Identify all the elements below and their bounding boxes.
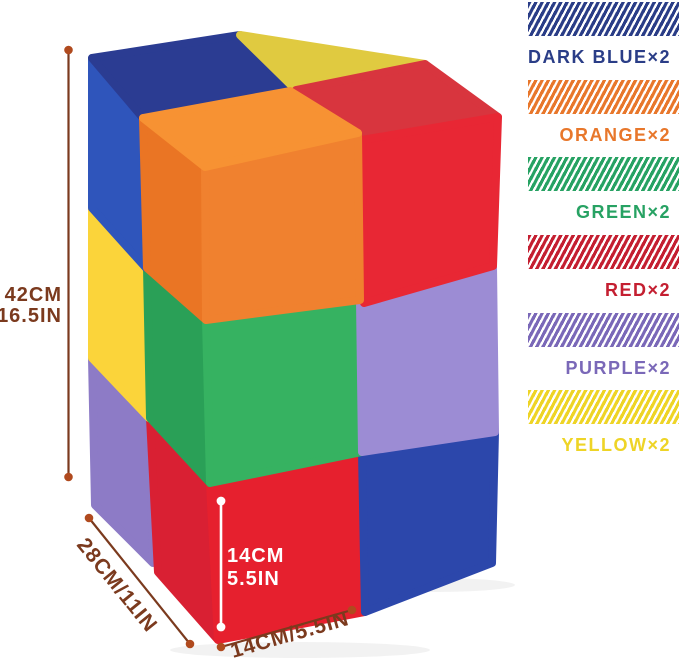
legend-swatch-yellow (528, 390, 679, 425)
legend-item-yellow: YELLOW×2 (528, 390, 679, 468)
height-dimension-label-cm: 42CM (5, 284, 62, 306)
block-height-label-cm: 14CM (227, 545, 284, 567)
dimension-endpoint-dot-white (216, 622, 226, 632)
legend-item-red: RED×2 (528, 235, 679, 313)
dimension-endpoint-dot (84, 513, 94, 523)
legend-label-purple: PURPLE×2 (565, 357, 671, 378)
legend-label-yellow: YELLOW×2 (561, 435, 671, 456)
cube-face-orange-top (139, 87, 362, 171)
cube-face-green-front (202, 296, 366, 487)
dimension-endpoint-dot (347, 605, 357, 615)
dimension-endpoint-dot (185, 639, 195, 649)
legend-swatch-dark-blue (528, 2, 679, 36)
depth-dimension-line (220, 608, 353, 649)
legend-item-green: GREEN×2 (528, 157, 679, 235)
height-dimension-label-in: 16.5IN (0, 305, 62, 327)
legend-item-orange: ORANGE×2 (528, 79, 679, 158)
legend-label-red: RED×2 (604, 280, 671, 301)
legend-label-green: GREEN×2 (575, 202, 671, 223)
legend-label-orange: ORANGE×2 (559, 124, 671, 145)
legend-item-purple: PURPLE×2 (528, 312, 679, 391)
width-dimension-line (88, 517, 191, 645)
legend-swatch-orange (528, 79, 679, 114)
shadow (170, 642, 430, 658)
legend-swatch-red (528, 235, 679, 270)
legend-item-dark-blue: DARK BLUE×2 (528, 2, 679, 80)
legend-label-dark-blue: DARK BLUE×2 (528, 47, 672, 67)
legend-swatch-purple (528, 312, 679, 347)
block-height-label-in: 5.5IN (227, 568, 280, 590)
dimension-endpoint-dot (216, 642, 226, 652)
dimension-endpoint-dot (64, 472, 73, 482)
dimension-endpoint-dot (64, 45, 73, 55)
legend-swatch-green (528, 157, 679, 192)
dimension-endpoint-dot-white (216, 496, 226, 506)
color-legend: DARK BLUE×2 ORANGE×2 GREEN×2 RED×2 PURPL… (528, 2, 679, 468)
